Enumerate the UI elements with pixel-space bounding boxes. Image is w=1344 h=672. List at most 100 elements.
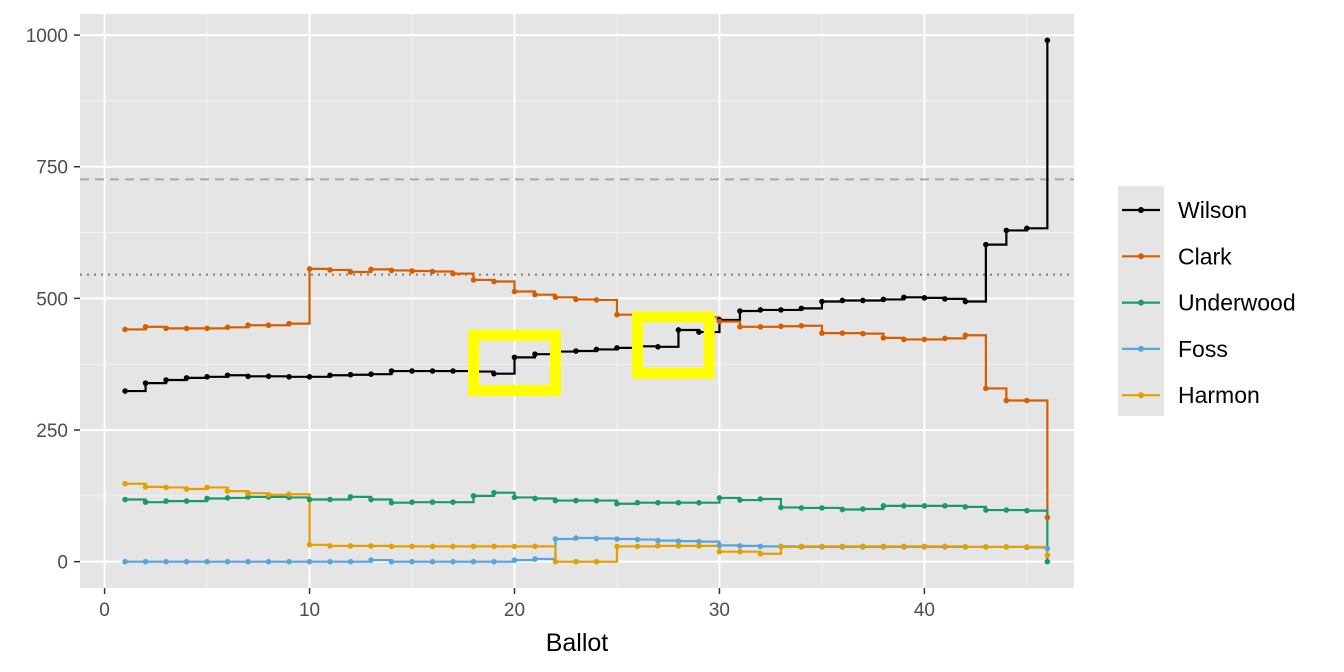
legend: Wilson Clark Underwood Foss Harmon xyxy=(1118,186,1296,416)
data-point-foss xyxy=(142,558,149,565)
legend-item-wilson: Wilson xyxy=(1122,197,1247,223)
data-point-harmon xyxy=(142,484,149,490)
data-point-underwood xyxy=(347,494,354,500)
data-point-underwood xyxy=(696,499,702,506)
data-point-underwood xyxy=(1003,507,1010,513)
data-point-foss xyxy=(696,538,702,545)
data-point-foss xyxy=(409,558,415,565)
data-point-wilson xyxy=(901,294,907,301)
data-point-wilson xyxy=(204,374,210,380)
data-point-foss xyxy=(634,536,641,543)
data-point-underwood xyxy=(737,497,743,503)
data-point-underwood xyxy=(429,499,436,505)
data-point-harmon xyxy=(614,543,620,550)
data-point-harmon xyxy=(1003,544,1010,550)
data-point-foss xyxy=(655,537,661,544)
data-point-wilson xyxy=(593,346,600,353)
data-point-foss xyxy=(388,558,395,565)
data-point-clark xyxy=(798,322,805,329)
data-point-clark xyxy=(1003,397,1010,404)
data-point-wilson xyxy=(511,354,518,361)
data-point-underwood xyxy=(942,503,948,509)
data-point-harmon xyxy=(183,486,190,492)
data-point-harmon xyxy=(224,488,231,494)
legend-label-clark: Clark xyxy=(1178,243,1232,269)
x-tick-label: 30 xyxy=(709,600,730,621)
data-point-foss xyxy=(675,538,682,544)
data-point-clark xyxy=(163,325,169,332)
data-point-clark xyxy=(921,336,928,343)
data-point-foss xyxy=(593,535,600,542)
data-point-wilson xyxy=(450,368,456,374)
data-point-underwood xyxy=(142,499,149,505)
data-point-clark xyxy=(347,269,354,275)
data-point-wilson xyxy=(388,368,395,374)
data-point-wilson xyxy=(798,305,805,312)
data-point-foss xyxy=(757,543,764,550)
data-point-clark xyxy=(388,267,395,274)
reference-lines xyxy=(80,178,1074,276)
legend-label-underwood: Underwood xyxy=(1178,290,1296,316)
x-tick-label: 0 xyxy=(99,600,110,621)
data-point-underwood xyxy=(655,499,661,506)
legend-item-foss: Foss xyxy=(1122,336,1228,362)
data-point-clark xyxy=(983,385,989,392)
legend-label-foss: Foss xyxy=(1178,336,1228,362)
data-point-harmon xyxy=(860,543,866,550)
data-point-harmon xyxy=(1044,552,1051,559)
data-point-wilson xyxy=(778,307,784,313)
data-point-clark xyxy=(819,330,825,336)
data-point-wilson xyxy=(429,368,436,374)
data-point-wilson xyxy=(368,371,374,377)
series-line-wilson xyxy=(125,40,1049,393)
data-point-clark xyxy=(593,297,600,303)
data-point-harmon xyxy=(675,543,682,549)
data-point-foss xyxy=(245,558,251,565)
data-point-foss xyxy=(286,558,292,565)
data-point-foss xyxy=(122,558,128,565)
data-point-clark xyxy=(265,322,272,329)
data-point-wilson xyxy=(942,296,948,302)
data-point-foss xyxy=(450,558,456,565)
data-point-underwood xyxy=(860,506,866,512)
data-point-harmon xyxy=(634,543,641,550)
data-point-wilson xyxy=(306,374,313,380)
legend-key-point-underwood xyxy=(1138,299,1144,306)
data-point-underwood xyxy=(470,493,477,499)
data-point-foss xyxy=(511,557,518,563)
data-point-underwood xyxy=(573,497,579,504)
data-point-foss xyxy=(204,558,210,565)
data-point-wilson xyxy=(286,374,292,380)
data-point-foss xyxy=(347,558,354,565)
legend-key-point-clark xyxy=(1138,253,1144,260)
x-tick-label: 40 xyxy=(914,600,935,621)
data-point-clark xyxy=(614,311,620,318)
data-point-harmon xyxy=(347,543,354,549)
data-point-foss xyxy=(306,558,313,565)
data-point-clark xyxy=(532,291,538,298)
data-point-harmon xyxy=(388,543,395,550)
series-line-clark xyxy=(125,267,1049,518)
data-point-clark xyxy=(245,322,251,329)
data-point-wilson xyxy=(245,373,251,380)
data-point-foss xyxy=(573,535,579,541)
data-point-harmon xyxy=(655,543,661,549)
data-point-clark xyxy=(839,330,846,336)
data-point-wilson xyxy=(142,380,149,386)
data-point-clark xyxy=(470,277,477,283)
data-point-clark xyxy=(552,294,559,301)
data-point-clark xyxy=(429,268,436,275)
data-point-harmon xyxy=(532,543,538,550)
data-point-wilson xyxy=(675,327,682,333)
data-point-harmon xyxy=(470,543,477,550)
data-point-underwood xyxy=(1024,507,1030,514)
data-point-harmon xyxy=(265,491,272,498)
data-point-underwood xyxy=(593,497,600,504)
data-point-clark xyxy=(901,336,907,343)
data-point-foss xyxy=(429,558,436,565)
series-line-harmon xyxy=(125,482,1049,563)
data-point-foss xyxy=(470,558,477,565)
data-point-underwood xyxy=(983,507,989,513)
data-point-underwood xyxy=(880,503,887,509)
data-point-clark xyxy=(860,330,866,337)
